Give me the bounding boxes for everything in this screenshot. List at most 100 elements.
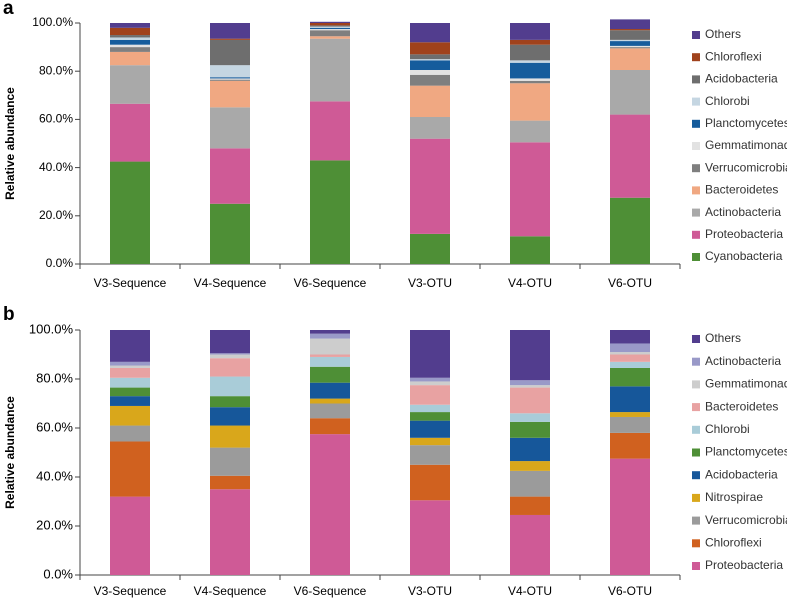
y-tick-label: 80.0% (39, 63, 73, 77)
legend-label: Chlorobi (705, 422, 750, 436)
bar-segment-verrucomicrobia (110, 425, 150, 442)
legend-swatch-others (692, 31, 700, 39)
bar-segment-proteobacteria (410, 138, 450, 234)
y-tick-label: 40.0% (36, 468, 73, 483)
legend-swatch-chloroflexi (692, 53, 700, 62)
legend-swatch-acidobacteria (692, 471, 700, 480)
x-tick-label: V6-Sequence (294, 276, 367, 290)
x-tick-label: V3-OTU (408, 276, 452, 290)
legend-swatch-bacteroidetes (692, 403, 700, 412)
legend-swatch-verrucomicrobia (692, 516, 700, 525)
bar-segment-planctomycetes (210, 396, 250, 408)
bar-segment-planctomycetes (610, 41, 650, 46)
bar-segment-actinobacteria (110, 361, 150, 366)
y-tick-label: 100.0% (29, 321, 74, 336)
legend-label: Chloroflexi (705, 535, 762, 549)
bar-segment-proteobacteria (610, 114, 650, 198)
legend: Others Chloroflexi Acidobacteria Chlorobi Pl… (692, 27, 787, 263)
bar-segment-nitrospirae (210, 425, 250, 448)
bar-segment-chloroflexi (610, 29, 650, 31)
legend-label: Proteobacteria (705, 558, 783, 572)
bar-segment-chlorobi (110, 37, 150, 40)
chart-panel-b: b Relative abundance 0.0% 20.0% 40.0% 60.0% 80… (3, 304, 787, 598)
bar-segment-nitrospirae (510, 461, 550, 471)
bar-segment-planctomycetes (510, 421, 550, 438)
legend-swatch-actinobacteria (692, 357, 700, 366)
bar-segment-verrucomicrobia (510, 80, 550, 84)
bar-segment-chloroflexi (410, 42, 450, 55)
bar-stack-v4-sequence (210, 330, 250, 575)
y-tick-label: 40.0% (39, 160, 73, 174)
legend-swatch-planctomycetes (692, 448, 700, 457)
bar-segment-gemmatimonadetes (610, 352, 650, 355)
bar-segment-gemmatimonadetes (310, 338, 350, 355)
bar-segment-others (410, 330, 450, 378)
legend-swatch-acidobacteria (692, 75, 700, 84)
bar-stack-v6-otu (610, 330, 650, 575)
legend-label: Gemmatimonadetes (705, 377, 787, 391)
y-axis-label: Relative abundance (3, 87, 17, 200)
bar-segment-acidobacteria (310, 382, 350, 399)
bar-segment-nitrospirae (410, 437, 450, 446)
bar-segment-gemmatimonadetes (610, 45, 650, 48)
bar-segment-actinobacteria (510, 120, 550, 143)
bar-segment-actinobacteria (610, 343, 650, 353)
bar-segment-acidobacteria (510, 437, 550, 462)
bar-segment-actinobacteria (610, 69, 650, 115)
bar-segment-chloroflexi (210, 475, 250, 490)
bar-segment-proteobacteria (610, 458, 650, 575)
bar-segment-acidobacteria (410, 54, 450, 60)
bar-segment-others (610, 19, 650, 30)
bar-segment-chloroflexi (410, 464, 450, 501)
legend-label: Bacteroidetes (705, 399, 778, 413)
bar-segment-verrucomicrobia (210, 79, 250, 81)
bar-segment-planctomycetes (510, 62, 550, 79)
bar-segment-verrucomicrobia (310, 30, 350, 37)
legend-label: Cyanobacteria (705, 249, 783, 263)
legend-swatch-chlorobi (692, 97, 700, 106)
bar-segment-verrucomicrobia (610, 416, 650, 433)
legend-label: Verrucomicrobia (705, 160, 787, 174)
legend-label: Others (705, 27, 741, 41)
bar-segment-acidobacteria (110, 35, 150, 38)
bar-segment-gemmatimonadetes (210, 354, 250, 359)
bar-segment-actinobacteria (410, 377, 450, 382)
y-tick-label: 60.0% (36, 419, 73, 434)
bar-segment-bacteroidetes (510, 83, 550, 121)
bar-segment-acidobacteria (610, 386, 650, 413)
legend-label: Chloroflexi (705, 49, 762, 63)
legend-label: Acidobacteria (705, 467, 778, 481)
bar-stack-v3-otu (410, 330, 450, 575)
bar-segment-proteobacteria (310, 434, 350, 575)
bar-segment-verrucomicrobia (510, 470, 550, 497)
bar-segment-chlorobi (210, 376, 250, 397)
legend-label: Chlorobi (705, 94, 750, 108)
bar-segment-others (510, 23, 550, 40)
legend-label: Gemmatimonadetes (705, 138, 787, 152)
bar-segment-planctomycetes (410, 60, 450, 70)
bar-segment-planctomycetes (310, 366, 350, 383)
legend-label: Bacteroidetes (705, 183, 778, 197)
bar-segment-proteobacteria (110, 103, 150, 162)
bar-stack-v6-otu (610, 19, 650, 264)
x-tick-label: V3-OTU (408, 584, 452, 598)
bar-segment-chlorobi (510, 60, 550, 63)
bar-segment-gemmatimonadetes (410, 69, 450, 75)
bar-segment-bacteroidetes (110, 51, 150, 66)
bar-segment-bacteroidetes (610, 354, 650, 362)
bar-segment-chloroflexi (510, 496, 550, 515)
bar-segment-acidobacteria (110, 396, 150, 406)
x-tick-label: V4-Sequence (194, 276, 267, 290)
bar-segment-verrucomicrobia (410, 74, 450, 86)
bar-segment-chloroflexi (110, 27, 150, 36)
bar-segment-acidobacteria (410, 420, 450, 438)
bar-segment-chlorobi (510, 413, 550, 422)
bar-segment-chloroflexi (210, 38, 250, 40)
bar-segment-proteobacteria (410, 500, 450, 575)
legend-swatch-chlorobi (692, 425, 700, 434)
bar-segment-gemmatimonadetes (510, 385, 550, 388)
x-tick-label: V6-OTU (608, 276, 652, 290)
bar-segment-others (610, 330, 650, 344)
bar-segment-others (110, 330, 150, 362)
